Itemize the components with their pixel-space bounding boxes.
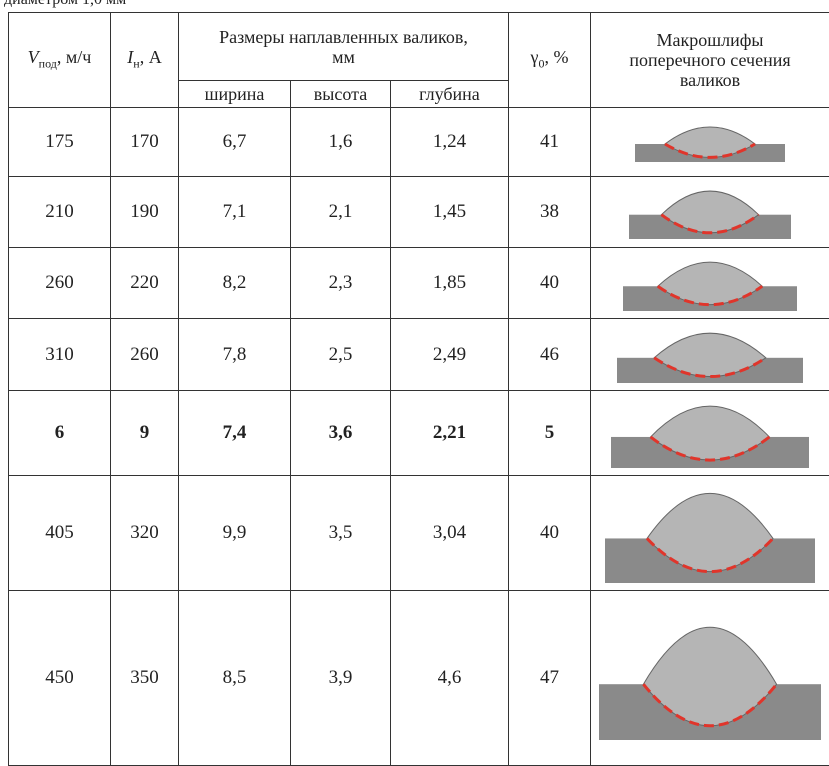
macro-image xyxy=(623,256,797,311)
cell: 6 xyxy=(9,391,111,476)
cell: 3,9 xyxy=(291,591,391,766)
macro-image xyxy=(605,484,815,583)
macro-image xyxy=(599,616,821,740)
cell: 320 xyxy=(111,476,179,591)
cell: 8,2 xyxy=(179,248,291,319)
macro-cell xyxy=(591,177,829,248)
cell: 3,6 xyxy=(291,391,391,476)
cell: 190 xyxy=(111,177,179,248)
cell: 1,85 xyxy=(391,248,509,319)
depth-header: глубина xyxy=(391,81,509,108)
cell: 6,7 xyxy=(179,108,291,177)
cell: 350 xyxy=(111,591,179,766)
caption: диаметром 1,0 мм xyxy=(4,0,126,9)
macro-image xyxy=(629,185,791,239)
text: V xyxy=(28,47,39,67)
cell: 9,9 xyxy=(179,476,291,591)
cell: 40 xyxy=(509,476,591,591)
cell: 260 xyxy=(111,319,179,391)
cell: 2,21 xyxy=(391,391,509,476)
data-table: Vпод, м/ч Iн, А Размеры наплавленных вал… xyxy=(8,12,829,766)
cell: 9 xyxy=(111,391,179,476)
cell: 170 xyxy=(111,108,179,177)
cell: 7,1 xyxy=(179,177,291,248)
cell: 46 xyxy=(509,319,591,391)
speed-header: Vпод, м/ч xyxy=(9,13,111,108)
macro-cell xyxy=(591,476,829,591)
cell: 5 xyxy=(509,391,591,476)
cell: 41 xyxy=(509,108,591,177)
cell: 2,1 xyxy=(291,177,391,248)
cell: 8,5 xyxy=(179,591,291,766)
sizes-header: Размеры наплавленных валиков, мм xyxy=(179,13,509,81)
macro-cell xyxy=(591,591,829,766)
macro-cell xyxy=(591,248,829,319)
cell: 1,24 xyxy=(391,108,509,177)
gamma-header: γ0, % xyxy=(509,13,591,108)
macro-image xyxy=(635,122,785,162)
cell: 47 xyxy=(509,591,591,766)
cell: 7,4 xyxy=(179,391,291,476)
height-header: высота xyxy=(291,81,391,108)
text: , м/ч xyxy=(57,47,91,67)
cell: 3,04 xyxy=(391,476,509,591)
cell: 1,45 xyxy=(391,177,509,248)
macro-header: Макрошлифы поперечного сечения валиков xyxy=(591,13,829,108)
cell: 38 xyxy=(509,177,591,248)
cell: 2,49 xyxy=(391,319,509,391)
cell: 40 xyxy=(509,248,591,319)
cell: 405 xyxy=(9,476,111,591)
cell: 260 xyxy=(9,248,111,319)
cell: 2,3 xyxy=(291,248,391,319)
macro-cell xyxy=(591,319,829,391)
text: , % xyxy=(544,47,568,67)
macro-image xyxy=(617,327,803,383)
macro-image xyxy=(611,399,809,468)
current-header: Iн, А xyxy=(111,13,179,108)
page: диаметром 1,0 мм Vпод, м/ч Iн, А Размеры… xyxy=(0,0,829,763)
macro-cell xyxy=(591,391,829,476)
text: под xyxy=(39,56,57,70)
cell: 4,6 xyxy=(391,591,509,766)
width-header: ширина xyxy=(179,81,291,108)
cell: 220 xyxy=(111,248,179,319)
text: , А xyxy=(140,47,162,67)
cell: 3,5 xyxy=(291,476,391,591)
cell: 450 xyxy=(9,591,111,766)
macro-cell xyxy=(591,108,829,177)
cell: 310 xyxy=(9,319,111,391)
cell: 7,8 xyxy=(179,319,291,391)
cell: 1,6 xyxy=(291,108,391,177)
cell: 210 xyxy=(9,177,111,248)
cell: 175 xyxy=(9,108,111,177)
cell: 2,5 xyxy=(291,319,391,391)
